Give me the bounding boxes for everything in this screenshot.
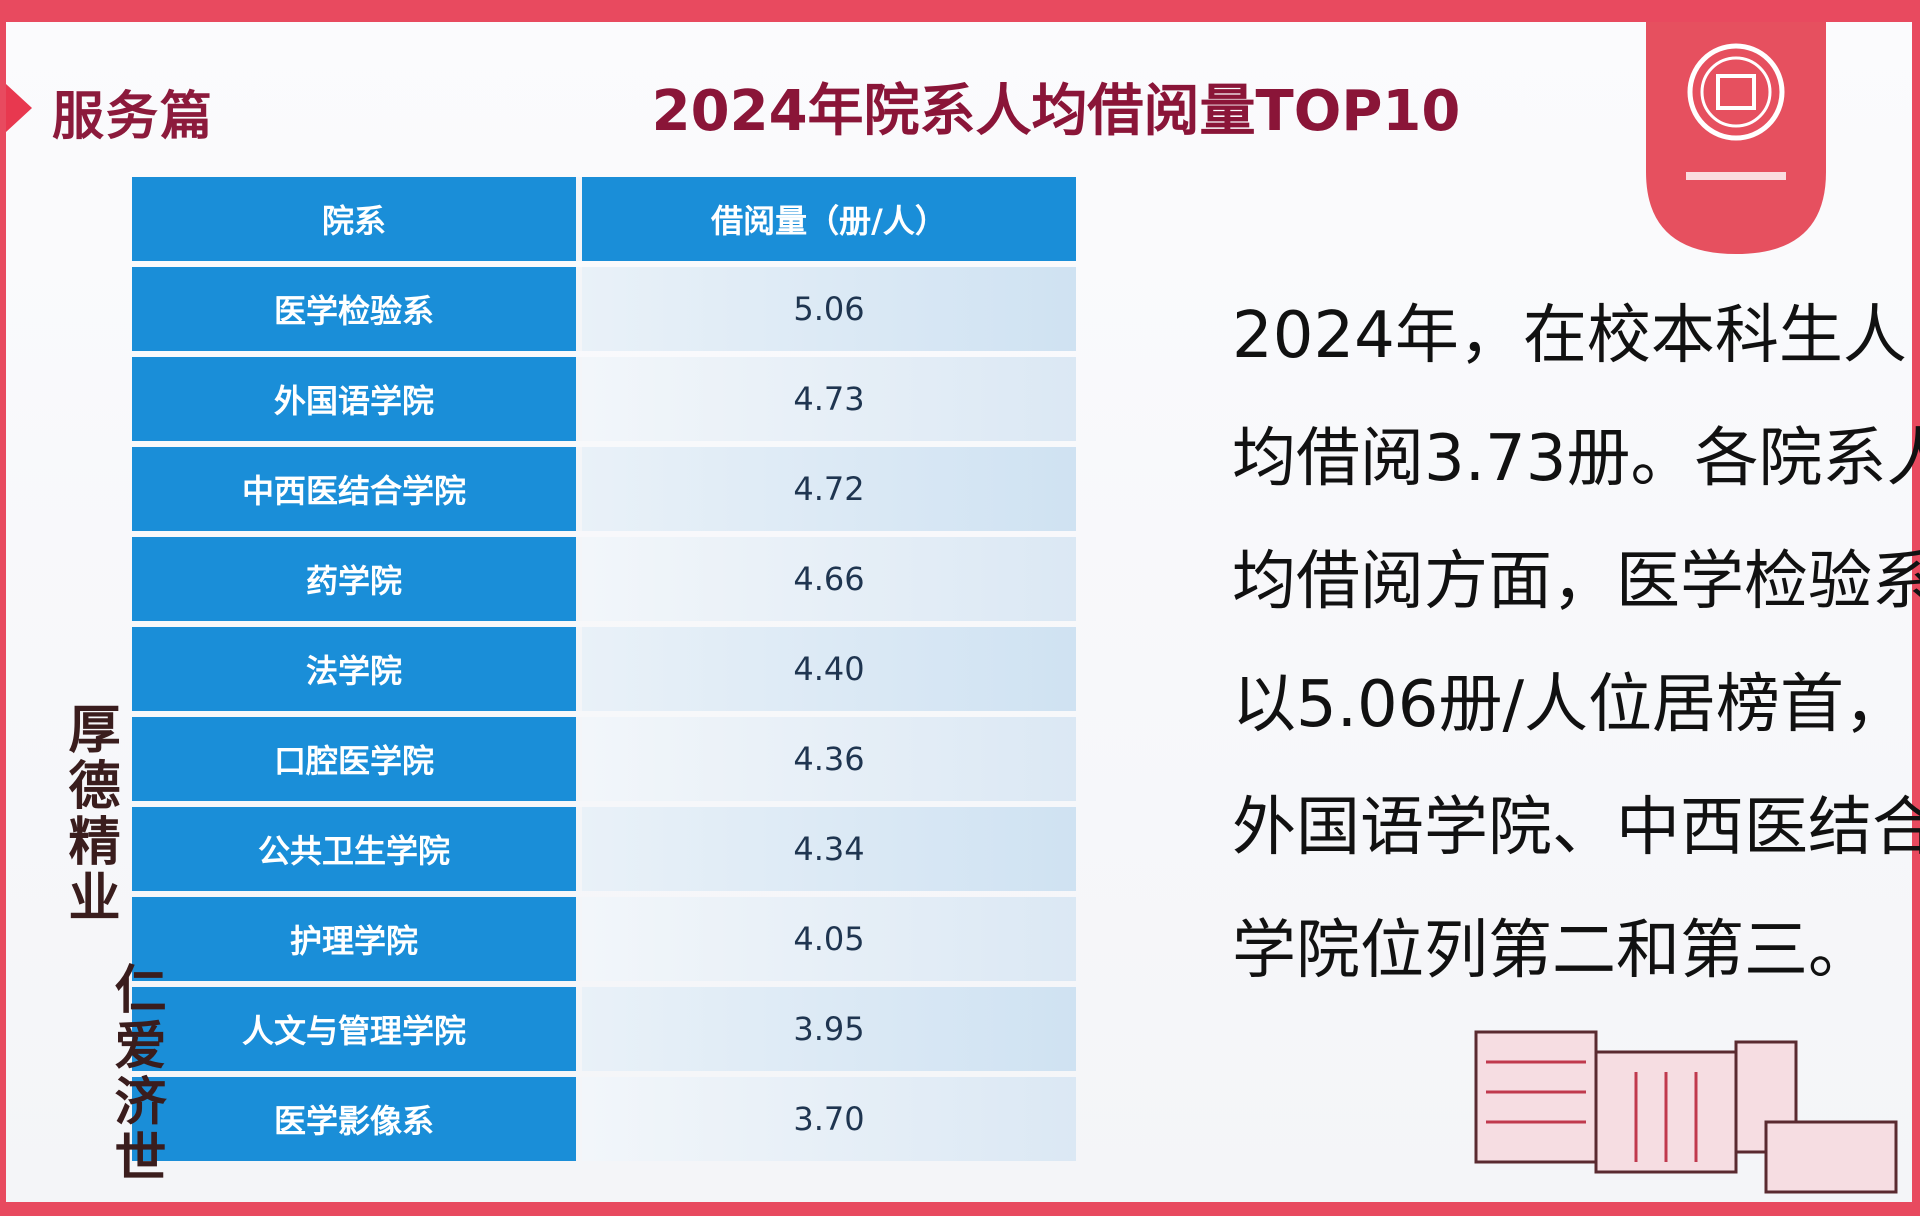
department-cell: 医学影像系 bbox=[132, 1077, 582, 1161]
column-header: 院系 bbox=[132, 177, 582, 261]
department-cell: 外国语学院 bbox=[132, 357, 582, 441]
department-cell: 公共卫生学院 bbox=[132, 807, 582, 891]
table-header: 院系 借阅量（册/人） bbox=[132, 177, 1076, 261]
table-row: 医学影像系 3.70 bbox=[132, 1077, 1076, 1161]
paragraph-line: 外国语学院、中西医结合 bbox=[1232, 791, 1920, 865]
building bbox=[1474, 1030, 1598, 1164]
university-logo bbox=[1646, 22, 1826, 254]
building bbox=[1764, 1120, 1898, 1194]
value-cell: 5.06 bbox=[582, 267, 1076, 351]
value-cell: 3.95 bbox=[582, 987, 1076, 1071]
department-cell: 法学院 bbox=[132, 627, 582, 711]
section-marker bbox=[6, 84, 32, 132]
value-cell: 4.40 bbox=[582, 627, 1076, 711]
ranking-table: 院系 借阅量（册/人） 医学检验系 5.06 外国语学院 4.73 中西医结合学院 4.7… bbox=[132, 171, 1076, 1167]
value-cell: 4.72 bbox=[582, 447, 1076, 531]
department-cell: 人文与管理学院 bbox=[132, 987, 582, 1071]
department-cell: 口腔医学院 bbox=[132, 717, 582, 801]
building-illustration bbox=[1474, 1030, 1898, 1194]
paragraph-line: 学院位列第二和第三。 bbox=[1232, 914, 1872, 988]
department-cell: 医学检验系 bbox=[132, 267, 582, 351]
column-header: 借阅量（册/人） bbox=[582, 177, 1076, 261]
table-row: 中西医结合学院 4.72 bbox=[132, 447, 1076, 531]
value-cell: 4.05 bbox=[582, 897, 1076, 981]
table-row: 公共卫生学院 4.34 bbox=[132, 807, 1076, 891]
paragraph-line: 以5.06册/人位居榜首， bbox=[1232, 668, 1909, 742]
logo-emblem bbox=[1716, 74, 1756, 110]
logo-ring bbox=[1700, 56, 1772, 128]
slide-background: 服务篇 2024年院系人均借阅量TOP10 院系 借阅量（册/人） 医学检验系 5… bbox=[6, 22, 1920, 1202]
table-row: 人文与管理学院 3.95 bbox=[132, 987, 1076, 1071]
section-label: 服务篇 bbox=[52, 87, 215, 147]
logo-wordmark bbox=[1686, 172, 1786, 180]
value-cell: 4.73 bbox=[582, 357, 1076, 441]
logo-ring bbox=[1687, 43, 1785, 141]
table-row: 外国语学院 4.73 bbox=[132, 357, 1076, 441]
motto-line: 厚德精业 bbox=[59, 702, 120, 926]
table-row: 护理学院 4.05 bbox=[132, 897, 1076, 981]
table-row: 医学检验系 5.06 bbox=[132, 267, 1076, 351]
value-cell: 4.34 bbox=[582, 807, 1076, 891]
department-cell: 护理学院 bbox=[132, 897, 582, 981]
slide-title: 2024年院系人均借阅量TOP10 bbox=[651, 79, 1461, 144]
paragraph-line: 均借阅方面，医学检验系 bbox=[1232, 545, 1920, 619]
value-cell: 4.66 bbox=[582, 537, 1076, 621]
table-row: 药学院 4.66 bbox=[132, 537, 1076, 621]
table-row: 法学院 4.40 bbox=[132, 627, 1076, 711]
motto-line: 仁爱济世 bbox=[105, 962, 166, 1186]
department-cell: 中西医结合学院 bbox=[132, 447, 582, 531]
table-row: 口腔医学院 4.36 bbox=[132, 717, 1076, 801]
value-cell: 4.36 bbox=[582, 717, 1076, 801]
motto: 厚德精业 仁爱济世 bbox=[46, 702, 166, 1202]
department-cell: 药学院 bbox=[132, 537, 582, 621]
paragraph-line: 均借阅3.73册。各院系人 bbox=[1232, 422, 1920, 496]
paragraph-line: 2024年，在校本科生人 bbox=[1232, 299, 1907, 373]
value-cell: 3.70 bbox=[582, 1077, 1076, 1161]
